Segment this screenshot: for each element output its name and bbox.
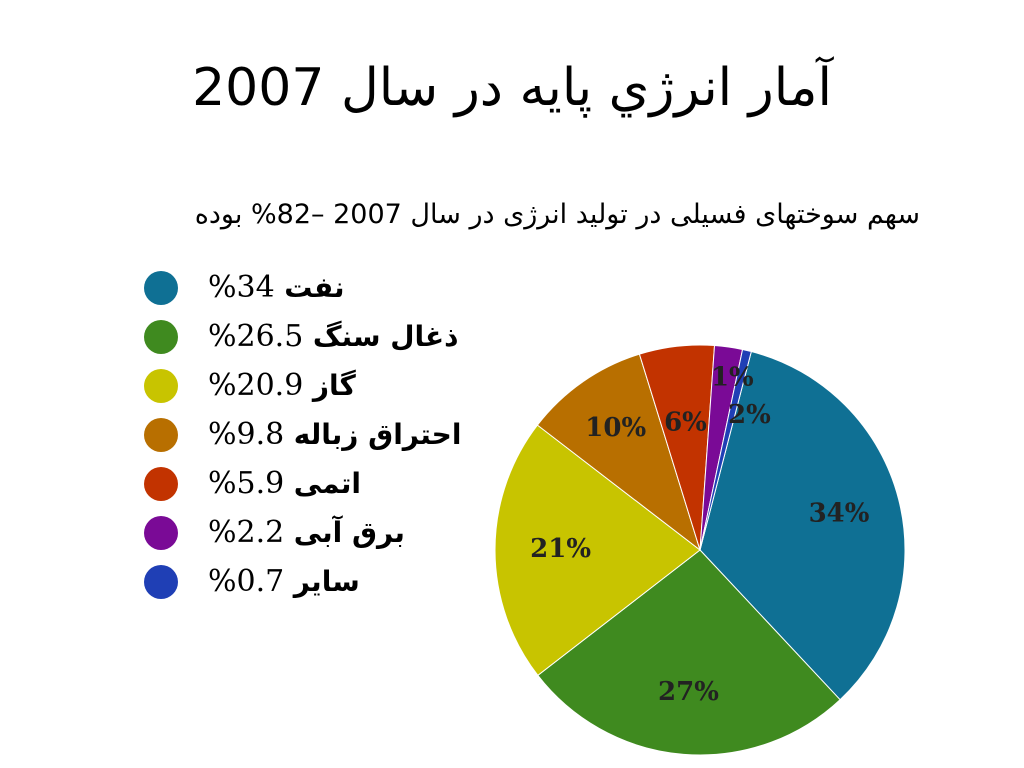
legend-value: %5.9 [208, 466, 285, 501]
legend-text-waste: %9.8 احتراق زباله [208, 414, 461, 456]
legend-swatch-waste [144, 418, 178, 452]
legend-label: ذغال سنگ [312, 320, 459, 353]
legend-item-waste: %9.8 احتراق زباله [140, 412, 480, 461]
legend-label: احتراق زباله [293, 418, 462, 451]
legend-item-other: %0.7 سایر [140, 559, 480, 608]
legend-label: گاز [312, 369, 356, 402]
pie-slice-gas [494, 424, 701, 677]
legend-text-hydro: %2.2 برق آبی [208, 512, 405, 554]
slide-subtitle: سهم سوختهای فسیلی در تولید انرژی در سال … [194, 199, 920, 230]
legend-text-oil: %34 نفت [208, 267, 345, 309]
legend-text-gas: %20.9 گاز [208, 365, 356, 407]
slide-title: آمار انرژي پايه در سال 2007 [192, 58, 832, 118]
legend-item-hydro: %2.2 برق آبی [140, 510, 480, 559]
slice-label-coal: 27% [658, 677, 719, 707]
legend-value: %0.7 [208, 564, 285, 599]
legend: %34 نفت %26.5 ذغال سنگ %20.9 گاز %9.8 اح… [140, 265, 480, 608]
legend-value: %34 [208, 270, 275, 305]
pie-slice-oil [699, 350, 906, 701]
legend-value: %2.2 [208, 515, 285, 550]
slice-label-waste: 10% [585, 413, 646, 443]
pie-slice-waste [536, 353, 701, 552]
slice-label-oil: 34% [809, 499, 870, 529]
legend-text-nuclear: %5.9 اتمی [208, 463, 361, 505]
legend-label: نفت [284, 271, 345, 304]
legend-item-nuclear: %5.9 اتمی [140, 461, 480, 510]
legend-swatch-gas [144, 369, 178, 403]
pie-slice-other [699, 348, 752, 551]
slice-label-nuclear: 6% [664, 408, 707, 438]
legend-swatch-coal [144, 320, 178, 354]
legend-label: سایر [293, 565, 360, 598]
pie-chart: 34% 27% 21% 10% 6% 2% 1% [494, 344, 906, 756]
legend-label: برق آبی [293, 516, 405, 549]
legend-item-gas: %20.9 گاز [140, 363, 480, 412]
slice-label-hydro: 2% [728, 400, 771, 430]
slice-label-gas: 21% [530, 534, 591, 564]
legend-text-coal: %26.5 ذغال سنگ [208, 316, 459, 358]
legend-text-other: %0.7 سایر [208, 561, 360, 603]
legend-swatch-hydro [144, 516, 178, 550]
legend-value: %26.5 [208, 319, 304, 354]
legend-item-oil: %34 نفت [140, 265, 480, 314]
legend-swatch-other [144, 565, 178, 599]
legend-swatch-oil [144, 271, 178, 305]
legend-label: اتمی [293, 467, 361, 500]
legend-item-coal: %26.5 ذغال سنگ [140, 314, 480, 363]
slice-label-other: 1% [711, 362, 754, 392]
legend-swatch-nuclear [144, 467, 178, 501]
pie-slice-coal [537, 549, 841, 756]
legend-value: %9.8 [208, 417, 285, 452]
legend-value: %20.9 [208, 368, 304, 403]
